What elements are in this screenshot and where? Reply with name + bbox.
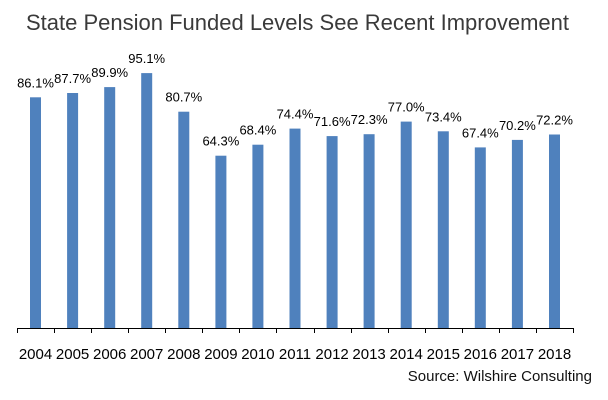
bar-2013 — [363, 134, 375, 328]
bar-2007 — [141, 73, 153, 328]
bar-2004 — [30, 97, 41, 328]
x-tick-label-2005: 2005 — [56, 346, 89, 363]
x-tick-label-2017: 2017 — [501, 346, 534, 363]
bar-2006 — [104, 87, 116, 328]
x-tick-label-2004: 2004 — [19, 346, 52, 363]
bar-2018 — [549, 134, 560, 328]
x-tick-label-2013: 2013 — [352, 346, 385, 363]
bar-2008 — [178, 111, 190, 328]
data-label-2009: 64.3% — [202, 134, 239, 149]
bar-2010 — [252, 144, 264, 328]
data-label-2015: 73.4% — [425, 109, 462, 124]
bar-2016 — [474, 147, 486, 328]
x-tick-label-2012: 2012 — [315, 346, 348, 363]
data-label-2018: 72.2% — [536, 113, 573, 128]
data-label-2013: 72.3% — [351, 112, 388, 127]
x-tick-label-2016: 2016 — [464, 346, 497, 363]
source-note: Source: Wilshire Consulting — [407, 368, 592, 385]
data-label-2011: 74.4% — [277, 107, 314, 122]
bar-2017 — [511, 139, 523, 328]
x-tick-label-2014: 2014 — [390, 346, 423, 363]
bar-2014 — [400, 121, 412, 328]
data-label-2016: 67.4% — [462, 125, 499, 140]
data-label-2008: 80.7% — [165, 90, 202, 105]
data-labels-group: 86.1% 87.7% 89.9%95.1% 80.7% 64.3%68.4%74.4%… — [17, 51, 573, 149]
data-label-2004: 86.1% — [17, 75, 54, 90]
x-tick-label-2018: 2018 — [538, 346, 571, 363]
bar-2009 — [215, 155, 227, 328]
data-label-2014: 77.0% — [388, 100, 425, 115]
chart-title: State Pension Funded Levels See Recent I… — [26, 10, 569, 35]
x-tick-label-2015: 2015 — [427, 346, 460, 363]
data-label-2010: 68.4% — [239, 123, 276, 138]
x-tick-label-2008: 2008 — [167, 346, 200, 363]
x-tick-label-2006: 2006 — [93, 346, 126, 363]
data-label-2005: 87.7% — [54, 71, 91, 86]
x-axis-labels: 2004 2005 2006 2007 2008 2009 2010 2011 2012 2013… — [19, 346, 571, 363]
x-tick-label-2011: 2011 — [279, 346, 311, 363]
data-label-2006: 89.9% — [91, 65, 128, 80]
data-label-2007: 95.1% — [128, 51, 165, 66]
x-axis-ticks — [17, 328, 574, 333]
x-tick-label-2009: 2009 — [204, 346, 237, 363]
x-tick-label-2010: 2010 — [241, 346, 274, 363]
bar-2005 — [67, 93, 79, 328]
data-label-2012: 71.6% — [314, 114, 351, 129]
bars-group — [30, 73, 560, 328]
bar-2011 — [289, 128, 301, 328]
x-tick-label-2007: 2007 — [130, 346, 163, 363]
bar-2015 — [437, 131, 449, 328]
data-label-2017: 70.2% — [499, 118, 536, 133]
bar-2012 — [326, 136, 338, 328]
